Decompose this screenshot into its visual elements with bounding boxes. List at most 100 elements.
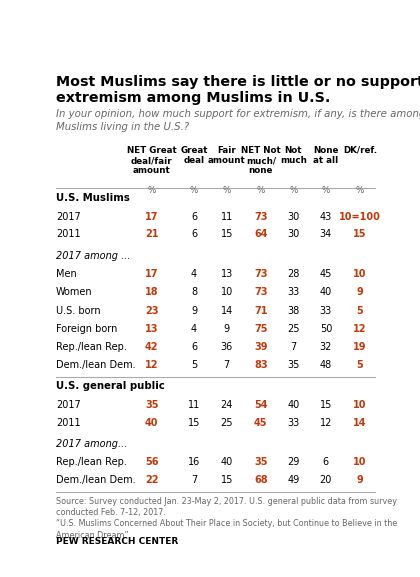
Text: 12: 12	[353, 324, 367, 334]
Text: 11: 11	[220, 212, 233, 222]
Text: Dem./lean Dem.: Dem./lean Dem.	[56, 475, 135, 485]
Text: Not
much: Not much	[280, 145, 307, 165]
Text: 9: 9	[357, 287, 363, 297]
Text: 15: 15	[220, 475, 233, 485]
Text: 23: 23	[145, 306, 158, 316]
Text: 4: 4	[191, 269, 197, 279]
Text: 54: 54	[254, 400, 268, 410]
Text: 73: 73	[254, 287, 268, 297]
Text: 12: 12	[320, 418, 332, 428]
Text: 12: 12	[145, 361, 158, 370]
Text: 75: 75	[254, 324, 268, 334]
Text: 19: 19	[353, 343, 367, 353]
Text: 16: 16	[188, 457, 200, 467]
Text: 13: 13	[145, 324, 158, 334]
Text: U.S. born: U.S. born	[56, 306, 100, 316]
Text: 45: 45	[320, 269, 332, 279]
Text: 15: 15	[188, 418, 200, 428]
Text: 71: 71	[254, 306, 268, 316]
Text: 9: 9	[357, 475, 363, 485]
Text: 32: 32	[320, 343, 332, 353]
Text: Women: Women	[56, 287, 92, 297]
Text: 29: 29	[287, 457, 299, 467]
Text: 45: 45	[254, 418, 268, 428]
Text: 2017 among...: 2017 among...	[56, 439, 127, 449]
Text: 34: 34	[320, 230, 332, 239]
Text: 9: 9	[223, 324, 230, 334]
Text: 14: 14	[353, 418, 367, 428]
Text: 2017: 2017	[56, 400, 81, 410]
Text: 40: 40	[145, 418, 158, 428]
Text: In your opinion, how much support for extremism, if any, is there among
Muslims : In your opinion, how much support for ex…	[56, 109, 420, 132]
Text: Foreign born: Foreign born	[56, 324, 117, 334]
Text: U.S. Muslims: U.S. Muslims	[56, 193, 130, 203]
Text: 4: 4	[191, 324, 197, 334]
Text: 13: 13	[220, 269, 233, 279]
Text: %: %	[257, 186, 265, 195]
Text: Source: Survey conducted Jan. 23-May 2, 2017. U.S. general public data from surv: Source: Survey conducted Jan. 23-May 2, …	[56, 497, 397, 540]
Text: 36: 36	[220, 343, 233, 353]
Text: 56: 56	[145, 457, 158, 467]
Text: 7: 7	[290, 343, 297, 353]
Text: 33: 33	[287, 287, 299, 297]
Text: 33: 33	[287, 418, 299, 428]
Text: %: %	[356, 186, 364, 195]
Text: 43: 43	[320, 212, 332, 222]
Text: 25: 25	[287, 324, 299, 334]
Text: 50: 50	[320, 324, 332, 334]
Text: 73: 73	[254, 269, 268, 279]
Text: Rep./lean Rep.: Rep./lean Rep.	[56, 343, 127, 353]
Text: 5: 5	[357, 306, 363, 316]
Text: 73: 73	[254, 212, 268, 222]
Text: 39: 39	[254, 343, 268, 353]
Text: Fair
amount: Fair amount	[208, 145, 246, 165]
Text: 21: 21	[145, 230, 158, 239]
Text: NET Great
deal/fair
amount: NET Great deal/fair amount	[127, 145, 177, 175]
Text: Men: Men	[56, 269, 76, 279]
Text: 10=100: 10=100	[339, 212, 381, 222]
Text: 5: 5	[191, 361, 197, 370]
Text: 15: 15	[220, 230, 233, 239]
Text: %: %	[190, 186, 198, 195]
Text: 2017: 2017	[56, 212, 81, 222]
Text: 40: 40	[320, 287, 332, 297]
Text: 2011: 2011	[56, 418, 80, 428]
Text: 42: 42	[145, 343, 158, 353]
Text: 25: 25	[220, 418, 233, 428]
Text: 49: 49	[287, 475, 299, 485]
Text: 10: 10	[353, 269, 367, 279]
Text: 7: 7	[223, 361, 230, 370]
Text: 11: 11	[188, 400, 200, 410]
Text: 40: 40	[220, 457, 233, 467]
Text: PEW RESEARCH CENTER: PEW RESEARCH CENTER	[56, 537, 178, 545]
Text: 18: 18	[145, 287, 159, 297]
Text: 33: 33	[320, 306, 332, 316]
Text: Most Muslims say there is little or no support for
extremism among Muslims in U.: Most Muslims say there is little or no s…	[56, 74, 420, 105]
Text: 6: 6	[191, 230, 197, 239]
Text: 48: 48	[320, 361, 332, 370]
Text: Dem./lean Dem.: Dem./lean Dem.	[56, 361, 135, 370]
Text: 6: 6	[191, 343, 197, 353]
Text: 7: 7	[191, 475, 197, 485]
Text: 15: 15	[353, 230, 367, 239]
Text: 17: 17	[145, 269, 158, 279]
Text: U.S. general public: U.S. general public	[56, 381, 165, 391]
Text: 40: 40	[287, 400, 299, 410]
Text: 17: 17	[145, 212, 158, 222]
Text: 68: 68	[254, 475, 268, 485]
Text: 28: 28	[287, 269, 299, 279]
Text: 22: 22	[145, 475, 158, 485]
Text: 30: 30	[287, 212, 299, 222]
Text: 6: 6	[323, 457, 329, 467]
Text: None
at all: None at all	[313, 145, 339, 165]
Text: 8: 8	[191, 287, 197, 297]
Text: 15: 15	[320, 400, 332, 410]
Text: %: %	[223, 186, 231, 195]
Text: 83: 83	[254, 361, 268, 370]
Text: 64: 64	[254, 230, 268, 239]
Text: 20: 20	[320, 475, 332, 485]
Text: 2011: 2011	[56, 230, 80, 239]
Text: 9: 9	[191, 306, 197, 316]
Text: 6: 6	[191, 212, 197, 222]
Text: 24: 24	[220, 400, 233, 410]
